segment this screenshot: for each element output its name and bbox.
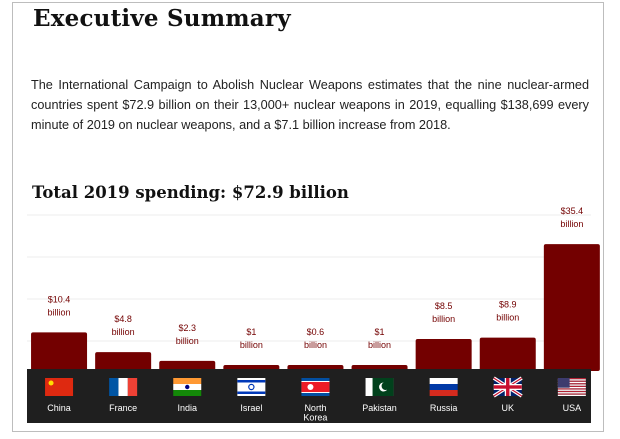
bar-uk — [479, 337, 536, 371]
article-frame: Executive Summary The International Camp… — [12, 2, 604, 432]
country-label-france: France — [109, 403, 137, 413]
chart-title: Total 2019 spending: $72.9 billion — [32, 183, 349, 202]
uk-flag-icon — [492, 376, 523, 398]
value-label-pakistan: $1 — [375, 327, 385, 337]
india-flag-icon — [173, 378, 202, 396]
page-title: Executive Summary — [33, 5, 291, 32]
value-label-india: $2.3 — [178, 323, 196, 333]
value-label-pakistan-unit: billion — [368, 340, 391, 350]
country-label-india: India — [177, 403, 197, 413]
value-label-usa: $35.4 — [561, 206, 584, 216]
value-label-russia-unit: billion — [432, 314, 455, 324]
value-label-usa-unit: billion — [560, 219, 583, 229]
country-label-north-korea: North — [304, 403, 326, 413]
country-label-russia: Russia — [430, 403, 458, 413]
value-label-india-unit: billion — [176, 336, 199, 346]
pakistan-flag-icon — [365, 378, 394, 396]
value-label-israel: $1 — [246, 327, 256, 337]
value-label-france: $4.8 — [114, 314, 132, 324]
country-label-china: China — [47, 403, 71, 413]
spending-bar-chart: $10.4 billion $4.8 billion $2.3 billion $1 bill… — [27, 206, 600, 423]
bar-china — [31, 332, 88, 371]
country-label-pakistan: Pakistan — [362, 403, 397, 413]
value-label-china: $10.4 — [48, 294, 71, 304]
russia-flag-icon — [429, 378, 458, 396]
value-label-north-korea: $0.6 — [307, 327, 325, 337]
intro-paragraph: The International Campaign to Abolish Nu… — [31, 78, 589, 132]
country-label-north-korea-line2: Korea — [303, 413, 327, 423]
country-label-israel: Israel — [240, 403, 262, 413]
value-label-north-korea-unit: billion — [304, 340, 327, 350]
bar-usa — [543, 244, 600, 371]
country-label-usa: USA — [563, 403, 582, 413]
value-label-israel-unit: billion — [240, 340, 263, 350]
bar-russia — [415, 339, 472, 371]
value-label-uk-unit: billion — [496, 313, 519, 323]
value-label-russia: $8.5 — [435, 301, 453, 311]
value-label-france-unit: billion — [112, 327, 135, 337]
country-label-uk: UK — [501, 403, 514, 413]
bar-india — [159, 360, 216, 371]
usa-flag-icon — [557, 378, 586, 396]
israel-flag-icon — [237, 378, 266, 396]
france-flag-icon — [109, 378, 138, 396]
china-flag-icon — [45, 378, 74, 396]
value-label-china-unit: billion — [48, 307, 71, 317]
north-korea-flag-icon — [301, 378, 330, 396]
bar-france — [95, 352, 152, 371]
value-label-uk: $8.9 — [499, 300, 517, 310]
